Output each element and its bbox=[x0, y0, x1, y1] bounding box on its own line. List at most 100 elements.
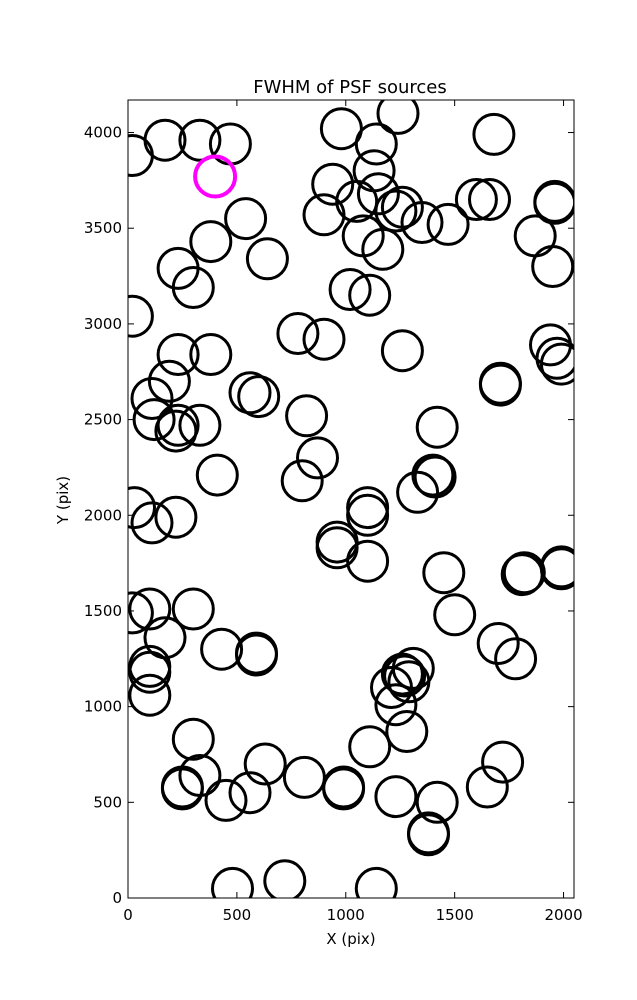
y-tick-label: 500 bbox=[93, 793, 122, 811]
psf-source-marker bbox=[335, 179, 379, 223]
psf-source-marker bbox=[224, 197, 268, 241]
psf-source-marker bbox=[171, 266, 215, 309]
psf-source-marker bbox=[147, 359, 191, 403]
psf-source-marker bbox=[235, 633, 278, 677]
psf-source-marker bbox=[263, 859, 307, 898]
psf-source-marker bbox=[285, 394, 329, 438]
y-axis-label: Y (pix) bbox=[54, 476, 72, 525]
psf-source-marker bbox=[328, 268, 372, 311]
x-tick-label: 1500 bbox=[436, 906, 474, 924]
psf-source-marker bbox=[476, 622, 520, 665]
x-axis: 0 500 1000 1500 2000 bbox=[123, 100, 583, 924]
psf-source-marker bbox=[302, 193, 346, 237]
psf-source-marker bbox=[195, 453, 239, 497]
psf-source-marker bbox=[500, 553, 544, 597]
y-tick-label: 2000 bbox=[84, 506, 122, 524]
psf-source-marker bbox=[513, 214, 557, 258]
plot-marks bbox=[128, 100, 574, 898]
psf-source-marker bbox=[228, 371, 272, 415]
psf-source-marker bbox=[396, 470, 440, 514]
psf-source-marker bbox=[494, 637, 538, 681]
psf-source-marker bbox=[128, 587, 172, 631]
psf-source-marker bbox=[383, 654, 427, 698]
x-tick-label: 0 bbox=[123, 906, 133, 924]
psf-source-marker bbox=[282, 755, 326, 799]
psf-source-marker bbox=[407, 813, 450, 857]
psf-source-marker bbox=[354, 866, 398, 898]
psf-source-marker bbox=[189, 333, 233, 376]
psf-source-marker bbox=[130, 377, 174, 420]
psf-source-marker bbox=[160, 767, 204, 811]
psf-source-marker bbox=[380, 329, 424, 373]
psf-source-marker bbox=[478, 363, 522, 407]
psf-source-marker bbox=[465, 765, 509, 809]
psf-source-marker bbox=[376, 100, 420, 135]
psf-source-marker bbox=[322, 767, 366, 811]
psf-source-marker bbox=[411, 453, 455, 497]
psf-source-marker bbox=[302, 317, 346, 361]
psf-source-marker bbox=[228, 771, 272, 815]
psf-source-marker bbox=[539, 342, 574, 386]
x-axis-label: X (pix) bbox=[326, 930, 375, 948]
psf-source-marker bbox=[454, 178, 498, 221]
psf-source-marker bbox=[391, 646, 435, 690]
psf-source-marker bbox=[502, 551, 546, 595]
psf-source-marker bbox=[171, 717, 215, 761]
highlighted-source-marker bbox=[193, 154, 238, 199]
psf-source-marker bbox=[296, 436, 339, 480]
psf-source-marker bbox=[130, 501, 174, 545]
psf-source-marker bbox=[481, 740, 525, 784]
y-tick-label: 4000 bbox=[84, 124, 122, 142]
psf-source-marker bbox=[280, 459, 324, 503]
psf-source-marker bbox=[319, 107, 363, 151]
psf-source-marker bbox=[374, 775, 418, 819]
psf-source-marker bbox=[132, 398, 176, 442]
psf-source-marker bbox=[311, 162, 355, 206]
psf-source-marker bbox=[243, 742, 287, 786]
psf-source-marker bbox=[128, 294, 154, 338]
psf-source-marker bbox=[178, 118, 222, 162]
psf-source-marker bbox=[385, 710, 429, 753]
psf-source-marker bbox=[433, 593, 477, 637]
y-axis: 0 500 1000 1500 2000 2500 3000 3500 4000 bbox=[84, 124, 574, 907]
psf-source-marker bbox=[468, 178, 511, 221]
psf-source-marker bbox=[156, 333, 200, 376]
y-tick-label: 1500 bbox=[84, 602, 122, 620]
plot-frame bbox=[127, 99, 575, 899]
psf-source-marker bbox=[200, 627, 244, 671]
psf-source-marker bbox=[128, 486, 156, 530]
psf-source-marker bbox=[422, 551, 466, 595]
psf-source-marker bbox=[346, 486, 390, 530]
psf-source-marker bbox=[415, 780, 459, 824]
psf-source-marker bbox=[415, 405, 459, 449]
psf-source-marker bbox=[413, 455, 457, 499]
psf-source-marker bbox=[171, 587, 215, 631]
psf-source-marker bbox=[535, 336, 574, 380]
psf-source-marker bbox=[276, 312, 320, 355]
x-tick-label: 500 bbox=[223, 906, 252, 924]
x-tick-label: 1000 bbox=[327, 906, 365, 924]
psf-source-marker bbox=[128, 673, 172, 717]
psf-source-marker bbox=[539, 547, 574, 591]
psf-source-marker bbox=[531, 245, 574, 288]
y-tick-label: 0 bbox=[112, 889, 122, 907]
psf-source-marker bbox=[356, 172, 400, 216]
psf-source-marker bbox=[533, 181, 574, 225]
psf-source-marker bbox=[341, 214, 385, 258]
psf-source-marker bbox=[472, 112, 516, 156]
psf-source-marker bbox=[380, 652, 424, 696]
psf-source-marker bbox=[128, 650, 172, 694]
y-tick-label: 3500 bbox=[84, 219, 122, 237]
psf-source-marker bbox=[245, 237, 289, 281]
psf-source-marker bbox=[204, 778, 248, 822]
psf-source-marker bbox=[380, 185, 424, 229]
psf-source-marker bbox=[374, 683, 418, 727]
psf-source-marker bbox=[426, 202, 470, 246]
psf-source-marker bbox=[211, 866, 254, 898]
psf-source-marker bbox=[315, 526, 359, 570]
psf-source-marker bbox=[348, 273, 392, 317]
psf-source-marker bbox=[154, 409, 198, 453]
psf-source-marker bbox=[348, 725, 392, 769]
y-tick-label: 1000 bbox=[84, 698, 122, 716]
y-tick-label: 3000 bbox=[84, 315, 122, 333]
